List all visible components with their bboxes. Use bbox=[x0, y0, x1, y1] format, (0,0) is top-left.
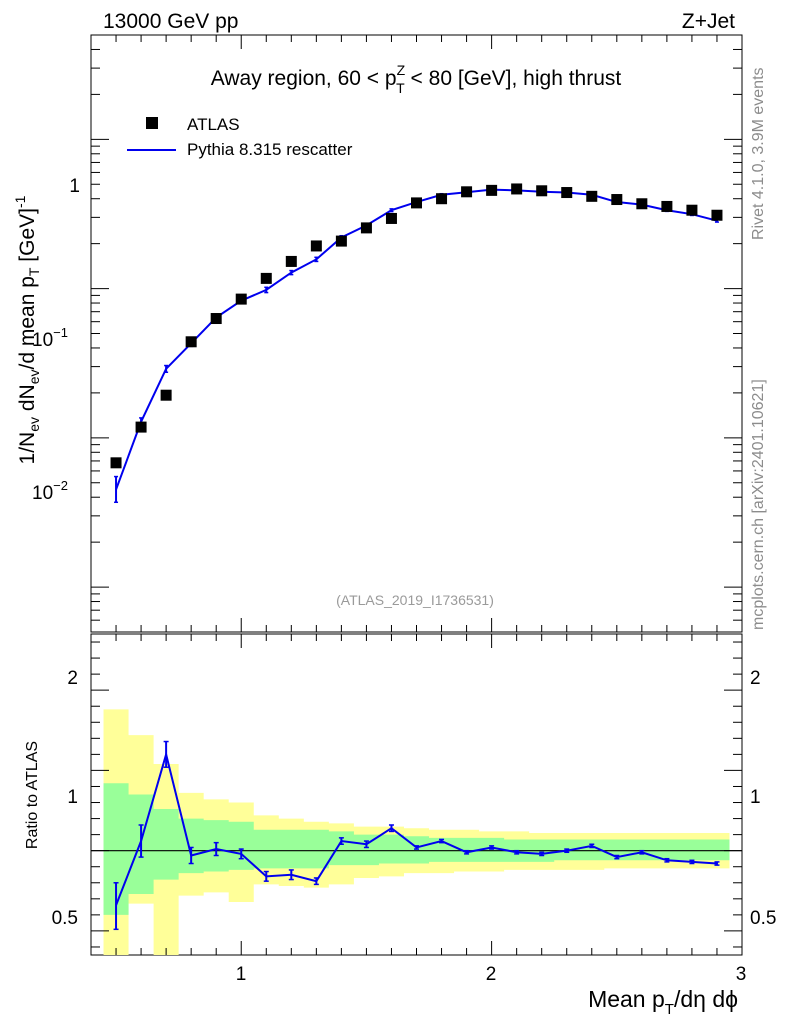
xtick-label-3: 3 bbox=[736, 964, 747, 985]
ratio-ytick-05-left: 0.5 bbox=[52, 908, 78, 929]
legend-mc-label: Pythia 8.315 rescatter bbox=[187, 140, 353, 159]
ytick-label-1e-1: 10−1 bbox=[32, 325, 68, 351]
atlas-data-point bbox=[385, 212, 397, 224]
atlas-data-point bbox=[335, 235, 347, 247]
xtick-label-2: 2 bbox=[486, 964, 497, 985]
atlas-data-point bbox=[486, 184, 498, 196]
atlas-data-point bbox=[511, 183, 523, 195]
ratio-ytick-2-right: 2 bbox=[750, 668, 761, 689]
atlas-data-point bbox=[611, 194, 623, 206]
atlas-data-point bbox=[461, 186, 473, 198]
atlas-data-point bbox=[285, 255, 297, 267]
mcplots-label: mcplots.cern.ch [arXiv:2401.10621] bbox=[750, 379, 767, 630]
atlas-data-point bbox=[411, 197, 422, 209]
title-sub: T bbox=[396, 80, 405, 96]
analysis-id: (ATLAS_2019_I1736531) bbox=[336, 592, 494, 608]
main-plot-content bbox=[110, 183, 723, 504]
legend-atlas-marker bbox=[146, 117, 158, 129]
ratio-ytick-05-right: 0.5 bbox=[750, 908, 776, 929]
title-prefix: Away region, 60 < p bbox=[211, 67, 397, 90]
ratio-plot-content bbox=[91, 709, 742, 955]
atlas-data-point bbox=[661, 200, 673, 212]
atlas-data-point bbox=[561, 187, 573, 199]
atlas-data-point bbox=[586, 190, 598, 202]
plot-title: Away region, 60 < pZ T < 80 [GeV], high t… bbox=[211, 62, 622, 96]
main-y-axis-label: 1/Nev dNev/d mean pT [GeV]-1 bbox=[12, 195, 42, 464]
header-energy: 13000 GeV pp bbox=[103, 10, 238, 33]
atlas-data-point bbox=[260, 272, 272, 284]
atlas-data-point bbox=[686, 204, 698, 216]
atlas-data-point bbox=[436, 193, 448, 205]
rivet-version-label: Rivet 4.1.0, 3.9M events bbox=[750, 67, 767, 240]
title-sup: Z bbox=[397, 62, 406, 78]
atlas-data-point bbox=[110, 457, 122, 469]
header-process: Z+Jet bbox=[682, 10, 735, 33]
x-axis-label: Mean pT/dη dϕ bbox=[588, 986, 738, 1018]
atlas-data-point bbox=[711, 209, 723, 221]
ytick-label-1e-2: 10−2 bbox=[32, 478, 68, 504]
xtick-label-1: 1 bbox=[236, 964, 247, 985]
ratio-ytick-1-left: 1 bbox=[67, 787, 78, 808]
atlas-data-point bbox=[135, 421, 147, 433]
mc-series-line bbox=[115, 188, 718, 490]
atlas-data-point bbox=[160, 389, 172, 401]
atlas-data-point bbox=[185, 336, 197, 348]
main-ticks bbox=[90, 34, 743, 633]
ratio-ticks bbox=[90, 634, 743, 955]
ratio-y-axis-label: Ratio to ATLAS bbox=[24, 741, 41, 849]
atlas-data-point bbox=[235, 293, 247, 305]
ratio-ytick-2-left: 2 bbox=[67, 668, 78, 689]
atlas-data-point bbox=[536, 185, 548, 197]
atlas-data-point bbox=[636, 198, 648, 210]
atlas-data-point bbox=[210, 313, 222, 325]
ytick-label-1: 1 bbox=[69, 176, 80, 197]
title-suffix: < 80 [GeV], high thrust bbox=[405, 67, 622, 90]
legend-atlas-label: ATLAS bbox=[187, 115, 240, 134]
atlas-data-point bbox=[360, 222, 372, 234]
atlas-data-point bbox=[310, 240, 322, 252]
ratio-ytick-1-right: 1 bbox=[750, 787, 761, 808]
ratio-band-outer bbox=[103, 709, 730, 955]
